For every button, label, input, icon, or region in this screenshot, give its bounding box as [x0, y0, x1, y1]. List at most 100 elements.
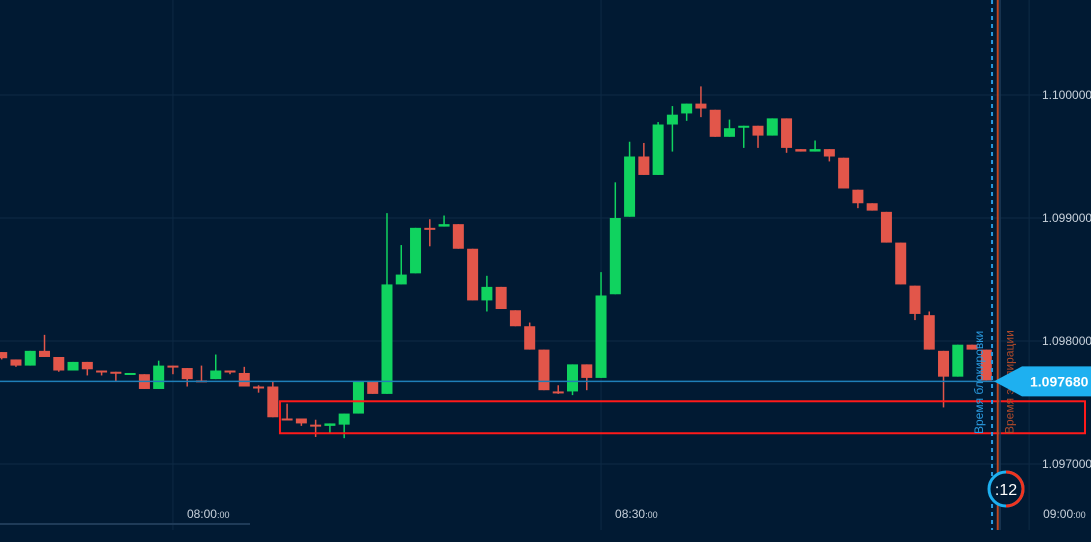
candle	[809, 140, 821, 152]
candle-body	[738, 125, 750, 128]
candle-body	[552, 391, 564, 394]
candle	[10, 359, 22, 367]
candle-body	[124, 372, 136, 375]
candle-body	[467, 248, 479, 301]
highlight-zone[interactable]	[278, 400, 1086, 435]
candle-body	[324, 423, 336, 426]
candle-body	[381, 284, 393, 394]
candle-body	[153, 365, 165, 389]
candle	[666, 106, 678, 152]
candle	[267, 381, 279, 418]
x-tick-time: 08:00	[187, 507, 217, 521]
price-tag: 1.097680	[994, 366, 1091, 397]
candle-body	[966, 344, 978, 350]
candle	[952, 344, 964, 377]
candle-body	[352, 381, 364, 414]
candle-body	[980, 349, 992, 381]
candle-body	[581, 364, 593, 378]
candle-body	[795, 149, 807, 152]
x-tick-seconds: :00	[645, 510, 658, 520]
candle	[795, 149, 807, 152]
candle-body	[424, 227, 436, 230]
candle-body	[238, 372, 250, 387]
y-axis: 1.100000 1.099000 1.098000 1.097000	[1042, 88, 1091, 471]
candle-body	[53, 356, 65, 371]
candle	[395, 245, 407, 285]
candle	[838, 157, 850, 189]
candle-body	[395, 274, 407, 285]
candle	[781, 118, 793, 153]
candle	[438, 215, 450, 227]
candle	[738, 125, 750, 148]
candle-body	[281, 418, 293, 421]
countdown-timer: :12	[987, 470, 1025, 508]
x-tick-label: 09:00:00	[1043, 507, 1086, 521]
candle-body	[852, 189, 864, 204]
candle	[224, 370, 236, 375]
candle	[481, 275, 493, 312]
candle	[966, 344, 978, 350]
candle-body	[367, 381, 379, 394]
candle-body	[267, 386, 279, 418]
candle-body	[538, 349, 550, 391]
candle-body	[752, 125, 764, 136]
candle	[424, 219, 436, 247]
candle-body	[0, 352, 8, 359]
candle-body	[253, 386, 265, 389]
candle-body	[524, 326, 536, 350]
candle	[923, 311, 935, 350]
candle	[324, 423, 336, 434]
x-tick-seconds: :00	[217, 510, 230, 520]
candle	[24, 350, 36, 366]
price-tag-value: 1.097680	[1030, 373, 1089, 389]
candle	[609, 182, 621, 295]
candle-body	[666, 114, 678, 125]
candle	[253, 385, 265, 393]
candle	[81, 361, 93, 376]
candle	[195, 365, 207, 383]
candle	[281, 403, 293, 421]
candle-body	[310, 424, 322, 427]
candle-body	[24, 350, 36, 366]
price-tag-arrow	[994, 366, 1091, 397]
candle	[167, 365, 179, 375]
candle-body	[110, 371, 122, 374]
candle-body	[481, 286, 493, 301]
candle	[495, 286, 507, 310]
candle-body	[10, 359, 22, 366]
y-tick-label: 1.098000	[1042, 334, 1091, 348]
candles	[0, 86, 992, 439]
y-tick-label: 1.100000	[1042, 88, 1091, 102]
timer-countdown: :12	[995, 482, 1017, 499]
candle	[652, 122, 664, 175]
candle-body	[567, 364, 578, 392]
candle-body	[338, 413, 350, 425]
candle	[67, 361, 79, 371]
candle	[581, 364, 593, 391]
candle	[53, 356, 65, 372]
candle-body	[452, 224, 464, 249]
candle	[124, 372, 136, 375]
candle-body	[595, 295, 607, 378]
candle	[723, 119, 735, 137]
candle	[367, 381, 379, 394]
candle	[895, 242, 907, 285]
candle	[538, 349, 550, 391]
candle-body	[880, 211, 892, 243]
candle-body	[823, 149, 835, 157]
x-tick-seconds: :00	[1073, 510, 1086, 520]
candle-body	[295, 418, 307, 424]
candle-body	[509, 310, 521, 327]
candle	[681, 103, 693, 121]
candle-body	[681, 103, 693, 114]
candle	[552, 385, 564, 394]
candle	[880, 211, 892, 243]
candle-body	[866, 203, 878, 211]
x-axis: 08:00:00 08:30:00 09:00:00	[187, 507, 1086, 521]
candle-body	[938, 350, 950, 377]
candle-body	[781, 118, 793, 148]
candle-body	[923, 315, 935, 350]
candle	[452, 224, 464, 249]
candle-body	[609, 218, 621, 295]
